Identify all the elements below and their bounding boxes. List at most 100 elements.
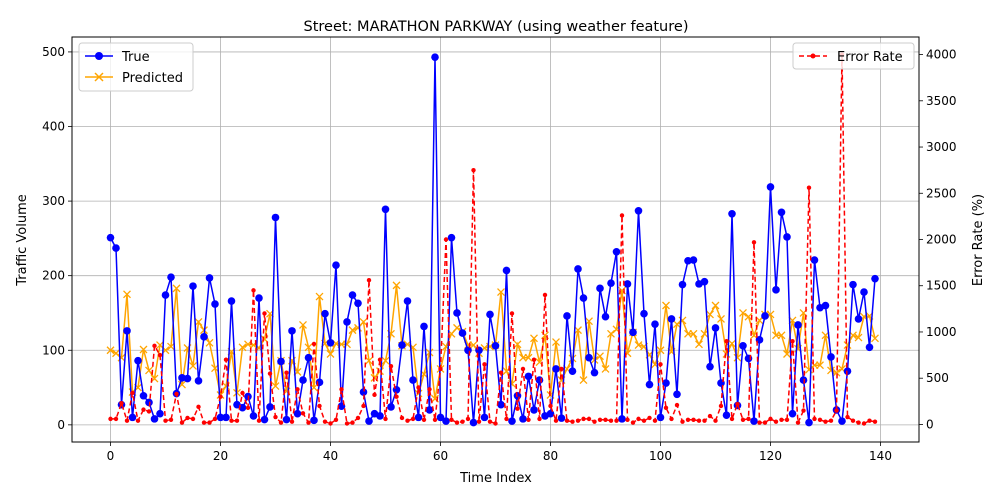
error-rate-point [548, 403, 553, 409]
true-point [128, 413, 137, 422]
y2-tick-label: 2000 [926, 233, 957, 247]
error-rate-point [366, 277, 372, 283]
error-rate-point [174, 391, 179, 397]
true-point [497, 400, 505, 409]
predicted-point [607, 329, 615, 338]
error-rate-point [537, 416, 542, 422]
error-rate-point [328, 421, 333, 426]
true-point [255, 294, 263, 302]
true-point [288, 327, 296, 335]
true-point [442, 417, 450, 425]
predicted-point [315, 292, 324, 301]
y2-tick-label: 0 [926, 417, 934, 431]
error-rate-point [240, 390, 245, 396]
error-rate-point [399, 415, 405, 421]
error-rate-point [289, 419, 295, 424]
predicted-point [326, 350, 335, 358]
true-point [656, 413, 665, 422]
error-rate-point [449, 417, 454, 423]
error-rate-point [218, 394, 223, 399]
error-rate-point [509, 311, 515, 316]
error-rate-point [504, 416, 509, 422]
true-point [750, 417, 758, 425]
error-rate-point [190, 416, 196, 422]
chart-title: Street: MARATHON PARKWAY (using weather … [304, 19, 689, 35]
true-point [249, 412, 258, 420]
predicted-point [552, 338, 560, 347]
error-rate-point [614, 418, 619, 423]
error-rate-point [570, 419, 575, 424]
x-tick-label: 20 [213, 449, 228, 463]
error-rate-point [806, 185, 812, 190]
error-rate-point [251, 288, 256, 293]
true-point [629, 328, 637, 337]
error-rate-point [427, 387, 432, 392]
y2-axis-label: Error Rate (%) [971, 194, 986, 286]
error-rate-point [685, 417, 691, 423]
error-rate-point [856, 420, 861, 425]
true-point [596, 284, 604, 293]
error-rate-point [498, 370, 504, 375]
true-point [623, 280, 632, 288]
true-point [739, 341, 747, 350]
error-rate-point [196, 404, 201, 410]
error-rate-point [669, 416, 674, 422]
true-point [794, 321, 802, 329]
error-rate-point [531, 357, 537, 362]
error-rate-point [597, 417, 603, 423]
true-point [772, 286, 780, 294]
legend-true-label: True [121, 50, 150, 65]
error-rate-point [212, 416, 218, 422]
true-point [156, 409, 164, 418]
error-rate-point [438, 366, 443, 372]
error-rate-point [157, 352, 163, 358]
legend-error-label: Error Rate [837, 50, 903, 65]
predicted-point [744, 312, 753, 321]
predicted-point [816, 361, 824, 370]
error-rate-point [812, 416, 817, 422]
y-tick-label: 300 [42, 194, 65, 208]
predicted-point [425, 348, 434, 357]
error-rate-point [751, 240, 757, 245]
true-point [535, 376, 544, 384]
x-tick-label: 40 [323, 449, 338, 463]
error-rate-point [432, 417, 438, 423]
true-point [805, 418, 813, 427]
error-rate-point [773, 419, 779, 424]
error-rate-point [867, 418, 872, 423]
error-rate-point [872, 419, 878, 424]
error-rate-point [130, 390, 135, 396]
true-point [161, 291, 170, 299]
error-rate-point [207, 420, 212, 425]
predicted-point [728, 339, 736, 348]
error-rate-point [845, 414, 850, 420]
error-rate-point [526, 417, 531, 423]
true-point [491, 341, 500, 350]
legend-error-marker [810, 53, 816, 59]
true-point [359, 388, 368, 396]
predicted-point [739, 309, 747, 317]
error-rate-point [647, 415, 652, 421]
error-rate-point [163, 418, 168, 423]
error-rate-point [564, 418, 570, 423]
error-rate-point [608, 418, 614, 423]
error-rate-point [663, 405, 669, 410]
true-point [508, 417, 516, 425]
true-point [524, 372, 533, 381]
predicted-point [585, 317, 593, 326]
error-rate-point [801, 408, 806, 413]
error-rate-point [394, 394, 399, 399]
true-point [667, 315, 676, 323]
true-point [486, 310, 494, 319]
true-point [436, 413, 445, 422]
predicted-point [376, 367, 384, 376]
true-point [447, 233, 456, 242]
error-rate-point [680, 419, 685, 424]
predicted-point [524, 353, 533, 362]
predicted-point [112, 349, 120, 358]
error-rate-point [619, 213, 625, 218]
error-rate-point [416, 385, 421, 390]
error-rate-point [108, 416, 113, 422]
x-tick-label: 80 [543, 449, 558, 463]
